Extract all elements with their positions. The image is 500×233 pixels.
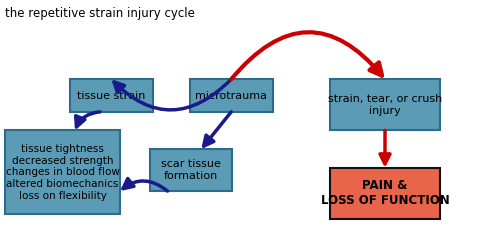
- FancyBboxPatch shape: [330, 79, 440, 130]
- FancyBboxPatch shape: [150, 149, 232, 191]
- FancyBboxPatch shape: [5, 130, 120, 214]
- Text: scar tissue
formation: scar tissue formation: [162, 159, 221, 181]
- Text: the repetitive strain injury cycle: the repetitive strain injury cycle: [5, 7, 195, 20]
- Text: tissue tightness
decreased strength
changes in blood flow
altered biomechanics
l: tissue tightness decreased strength chan…: [6, 144, 119, 201]
- Text: microtrauma: microtrauma: [195, 91, 267, 100]
- FancyBboxPatch shape: [70, 79, 152, 112]
- Text: tissue strain: tissue strain: [77, 91, 146, 100]
- Text: PAIN &
LOSS OF FUNCTION: PAIN & LOSS OF FUNCTION: [320, 179, 450, 207]
- FancyBboxPatch shape: [190, 79, 272, 112]
- Text: strain, tear, or crush
injury: strain, tear, or crush injury: [328, 94, 442, 116]
- FancyBboxPatch shape: [330, 168, 440, 219]
